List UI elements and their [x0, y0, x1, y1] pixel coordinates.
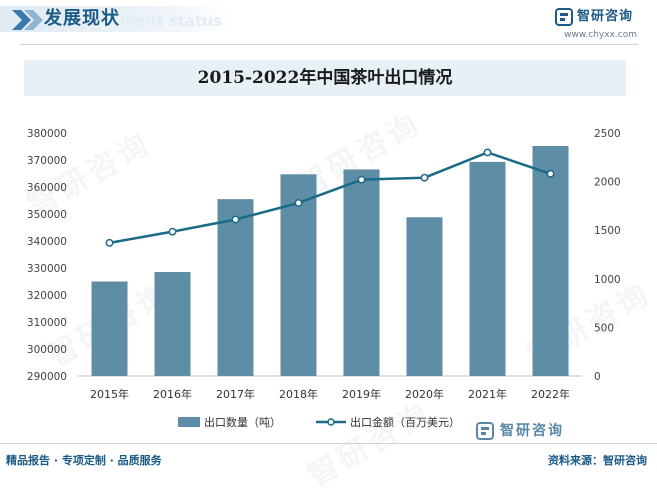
line-point [546, 169, 555, 178]
header-divider [20, 44, 638, 45]
brand-logo-text: 智研咨询 [577, 9, 634, 24]
x-tick-label: 2016年 [153, 387, 192, 401]
y-right-tick-label: 500 [594, 322, 614, 334]
legend-line-marker [327, 418, 335, 426]
y-left-tick-label: 310000 [27, 317, 67, 329]
bar [280, 174, 317, 376]
line-point [231, 215, 240, 224]
bar [154, 272, 191, 376]
line-point [483, 148, 492, 157]
footer-logo-text: 智研咨询 [500, 423, 564, 439]
bar [406, 217, 443, 376]
legend-line-label: 出口金额（百万美元） [350, 415, 460, 429]
bar [91, 281, 128, 376]
y-left-tick-label: 380000 [27, 128, 67, 140]
bar [217, 199, 254, 376]
bar [343, 169, 380, 376]
legend-bar-swatch [178, 417, 200, 427]
y-left-tick-label: 320000 [27, 290, 67, 302]
chart-title-band: 2015-2022年中国茶叶出口情况 [24, 60, 626, 96]
line-point [105, 238, 114, 247]
x-tick-label: 2018年 [279, 387, 318, 401]
bar [532, 145, 569, 376]
y-left-tick-label: 340000 [27, 236, 67, 248]
y-left-tick-label: 290000 [27, 371, 67, 383]
x-tick-label: 2022年 [531, 387, 570, 401]
x-tick-label: 2017年 [216, 387, 255, 401]
combo-chart: 290000 300000 310000 320000 330000 340000 3500… [27, 128, 621, 429]
data-source: 资料来源：智研咨询 [548, 454, 647, 467]
x-tick-label: 2020年 [405, 387, 444, 401]
y-left-tick-label: 350000 [27, 209, 67, 221]
x-tick-label: 2019年 [342, 387, 381, 401]
y-right-tick-label: 1000 [594, 274, 621, 286]
line-point [168, 227, 177, 236]
header: ment status 发展现状 智研咨询 www.chyxx.com [0, 0, 657, 40]
footer-logo-icon [476, 422, 494, 440]
footer-logo: 智研咨询 [476, 421, 646, 441]
chart-title: 2015-2022年中国茶叶出口情况 [197, 68, 453, 88]
section-subtitle: ment status [120, 12, 222, 30]
footer-slogan: 精品报告 · 专项定制 · 品质服务 [6, 454, 162, 467]
y-left-tick-label: 360000 [27, 182, 67, 194]
y-left-tick-label: 330000 [27, 263, 67, 275]
brand-logo-icon [555, 8, 573, 26]
y-right-tick-label: 0 [594, 371, 601, 383]
series-line [109, 151, 551, 245]
footer-divider [0, 443, 657, 444]
y-right-tick-label: 2000 [594, 177, 621, 189]
legend-bar-label: 出口数量（吨） [204, 415, 281, 429]
y-left-tick-label: 370000 [27, 155, 67, 167]
y-right-tick-label: 2500 [594, 128, 621, 140]
x-tick-label: 2015年 [90, 387, 129, 401]
double-chevron-icon [12, 10, 43, 30]
y-right-tick-label: 1500 [594, 225, 621, 237]
section-title: 发展现状 [44, 8, 120, 29]
line-point [357, 175, 366, 184]
line-point [294, 199, 303, 207]
site-url: www.chyxx.com [564, 30, 637, 40]
bar [469, 161, 506, 376]
x-tick-label: 2021年 [468, 387, 507, 401]
y-left-tick-label: 300000 [27, 344, 67, 356]
brand-logo: 智研咨询 [555, 7, 655, 29]
line-point [420, 173, 429, 182]
